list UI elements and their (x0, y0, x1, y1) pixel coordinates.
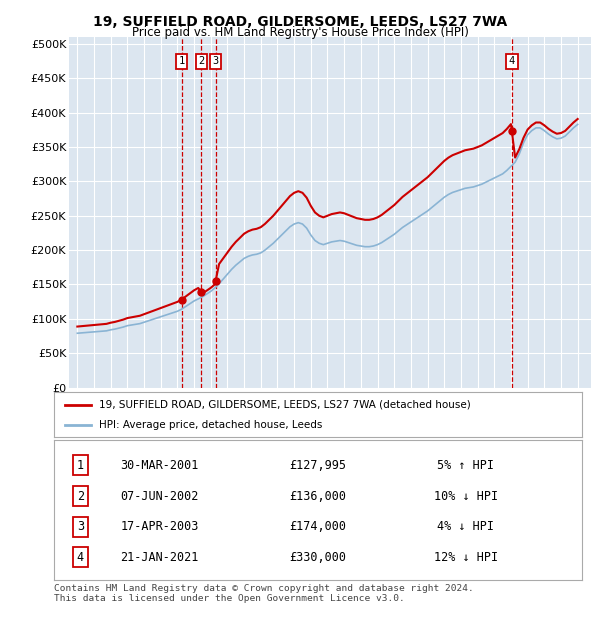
Text: 3: 3 (77, 520, 84, 533)
Text: 19, SUFFIELD ROAD, GILDERSOME, LEEDS, LS27 7WA (detached house): 19, SUFFIELD ROAD, GILDERSOME, LEEDS, LS… (99, 400, 470, 410)
Text: 21-JAN-2021: 21-JAN-2021 (121, 551, 199, 564)
Text: 4: 4 (509, 56, 515, 66)
Text: 12% ↓ HPI: 12% ↓ HPI (434, 551, 498, 564)
Text: 1: 1 (178, 56, 185, 66)
Text: £136,000: £136,000 (290, 490, 347, 502)
Text: 4: 4 (77, 551, 84, 564)
Text: 07-JUN-2002: 07-JUN-2002 (121, 490, 199, 502)
Text: Contains HM Land Registry data © Crown copyright and database right 2024.
This d: Contains HM Land Registry data © Crown c… (54, 584, 474, 603)
Text: £174,000: £174,000 (290, 520, 347, 533)
Text: 3: 3 (212, 56, 219, 66)
Text: £330,000: £330,000 (290, 551, 347, 564)
Text: Price paid vs. HM Land Registry's House Price Index (HPI): Price paid vs. HM Land Registry's House … (131, 26, 469, 39)
Text: 5% ↑ HPI: 5% ↑ HPI (437, 459, 494, 472)
Text: 17-APR-2003: 17-APR-2003 (121, 520, 199, 533)
Text: 2: 2 (77, 490, 84, 502)
Text: 4% ↓ HPI: 4% ↓ HPI (437, 520, 494, 533)
Text: 30-MAR-2001: 30-MAR-2001 (121, 459, 199, 472)
Text: 1: 1 (77, 459, 84, 472)
Text: £127,995: £127,995 (290, 459, 347, 472)
Text: HPI: Average price, detached house, Leeds: HPI: Average price, detached house, Leed… (99, 420, 322, 430)
Text: 2: 2 (198, 56, 205, 66)
Text: 10% ↓ HPI: 10% ↓ HPI (434, 490, 498, 502)
Text: 19, SUFFIELD ROAD, GILDERSOME, LEEDS, LS27 7WA: 19, SUFFIELD ROAD, GILDERSOME, LEEDS, LS… (93, 16, 507, 30)
